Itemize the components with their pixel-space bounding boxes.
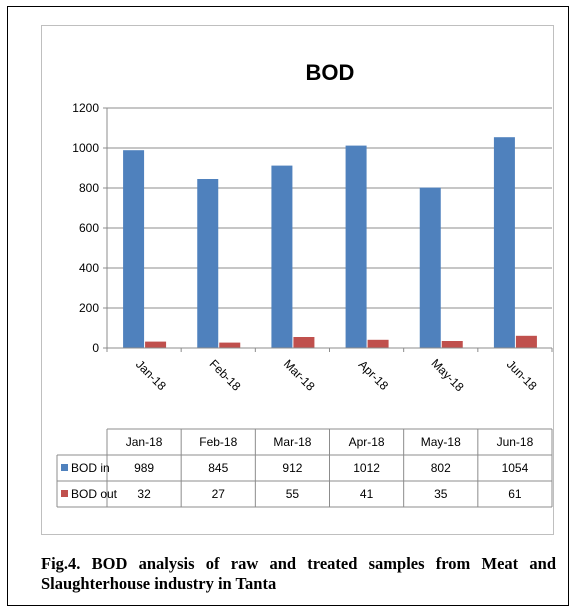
- legend-key: [61, 464, 68, 471]
- table-value-cell: 1054: [502, 461, 529, 475]
- table-value-cell: 1012: [353, 461, 380, 475]
- bar-bod-in: [123, 150, 145, 348]
- legend-label: BOD in: [71, 461, 110, 475]
- y-tick-label: 1000: [72, 141, 99, 155]
- legend-label: BOD out: [71, 487, 118, 501]
- y-tick-label: 1200: [72, 101, 99, 115]
- table-value-cell: 41: [360, 487, 374, 501]
- bar-bod-in: [345, 145, 367, 348]
- table-header-cell: Apr-18: [349, 435, 385, 449]
- table-header-cell: Jun-18: [497, 435, 534, 449]
- bar-bod-in: [197, 179, 219, 348]
- figure-border: BOD 0 200 400 600 800 1000 1200 Jan-18 Feb-18 Mar-…: [7, 6, 569, 606]
- bar-bod-in: [419, 187, 441, 348]
- bar-bod-out: [145, 341, 167, 348]
- bod-chart: BOD 0 200 400 600 800 1000 1200 Jan-18 Feb-18 Mar-…: [56, 60, 553, 508]
- bar-bod-out: [293, 337, 315, 348]
- x-tick-label: Mar-18: [281, 357, 318, 394]
- bar-bod-out: [441, 341, 463, 348]
- table-value-cell: 55: [286, 487, 300, 501]
- y-tick-label: 800: [79, 181, 99, 195]
- y-tick-label: 400: [79, 261, 99, 275]
- table-value-cell: 27: [212, 487, 226, 501]
- table-value-cell: 61: [508, 487, 522, 501]
- table-header-cell: May-18: [421, 435, 461, 449]
- bar-bod-in: [493, 137, 515, 348]
- x-tick-label: Apr-18: [356, 357, 392, 393]
- x-tick-label: Jan-18: [133, 357, 169, 393]
- x-tick-label: May-18: [428, 356, 466, 394]
- x-tick-label: Jun-18: [504, 357, 540, 393]
- x-tick-label: Feb-18: [207, 357, 244, 394]
- bar-bod-in: [271, 165, 293, 348]
- bar-bod-out: [219, 342, 241, 348]
- bar-bod-out: [367, 339, 389, 348]
- table-value-cell: 802: [431, 461, 451, 475]
- table-header-cell: Mar-18: [273, 435, 311, 449]
- chart-area: BOD 0 200 400 600 800 1000 1200 Jan-18 Feb-18 Mar-…: [41, 25, 554, 535]
- table-value-cell: 912: [282, 461, 302, 475]
- chart-title: BOD: [306, 60, 355, 85]
- y-tick-label: 200: [79, 301, 99, 315]
- y-tick-label: 600: [79, 221, 99, 235]
- bar-bod-out: [515, 335, 537, 348]
- table-header-cell: Jan-18: [126, 435, 163, 449]
- table-value-cell: 35: [434, 487, 448, 501]
- table-value-cell: 845: [208, 461, 228, 475]
- table-value-cell: 32: [137, 487, 151, 501]
- table-header-cell: Feb-18: [199, 435, 237, 449]
- figure-caption: Fig.4. BOD analysis of raw and treated s…: [41, 554, 556, 593]
- legend-key: [61, 490, 68, 497]
- table-value-cell: 989: [134, 461, 154, 475]
- y-tick-label: 0: [92, 341, 99, 355]
